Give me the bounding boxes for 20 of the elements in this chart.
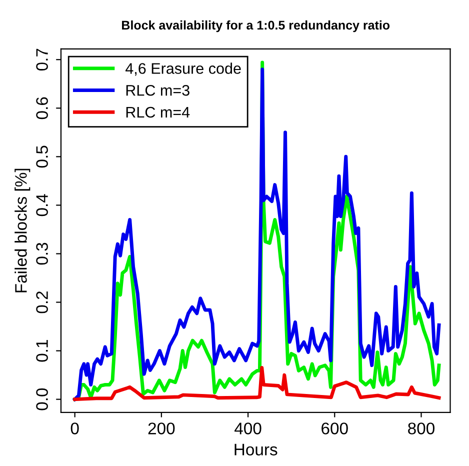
line-series — [73, 366, 441, 402]
x-tick-label: 600 — [322, 422, 348, 434]
x-tick-label: 200 — [148, 422, 175, 434]
y-tick-label: 0.5 — [36, 146, 48, 168]
y-axis-title: Failed blocks [%] — [14, 168, 30, 292]
y-tick-label: 0.4 — [36, 194, 48, 216]
legend-label: RLC m=3 — [126, 84, 190, 96]
y-tick-label: 0.6 — [36, 97, 48, 120]
y-tick-label: 0.2 — [36, 292, 48, 314]
chart-title: Block availability for a 1:0.5 redundancy ratio — [122, 20, 390, 32]
legend-label: RLC m=4 — [126, 106, 190, 118]
y-tick-label: 0.7 — [36, 48, 48, 71]
legend-label: 4,6 Erasure code — [125, 62, 241, 76]
y-tick-label: 0.1 — [36, 340, 48, 362]
x-tick-label: 0 — [70, 422, 79, 434]
x-tick-label: 800 — [408, 422, 434, 434]
y-tick-label: 0.0 — [36, 388, 48, 410]
y-tick-label: 0.3 — [36, 242, 48, 265]
x-tick-label: 400 — [234, 422, 262, 434]
x-axis-title: Hours — [234, 444, 278, 456]
